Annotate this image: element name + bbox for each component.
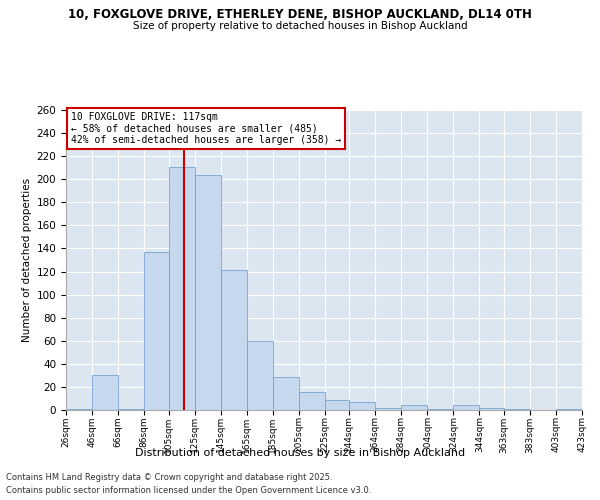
Bar xyxy=(66,409,92,410)
Bar xyxy=(401,406,427,410)
Text: Contains public sector information licensed under the Open Government Licence v3: Contains public sector information licen… xyxy=(6,486,371,495)
Bar xyxy=(454,406,479,410)
Bar xyxy=(247,341,272,410)
Bar xyxy=(169,166,194,410)
Text: Size of property relative to detached houses in Bishop Auckland: Size of property relative to detached ho… xyxy=(133,21,467,31)
Text: 10, FOXGLOVE DRIVE, ETHERLEY DENE, BISHOP AUCKLAND, DL14 0TH: 10, FOXGLOVE DRIVE, ETHERLEY DENE, BISHO… xyxy=(68,8,532,20)
Bar xyxy=(221,270,247,410)
Bar xyxy=(376,408,401,410)
Y-axis label: Number of detached properties: Number of detached properties xyxy=(22,178,32,342)
Text: Distribution of detached houses by size in Bishop Auckland: Distribution of detached houses by size … xyxy=(135,448,465,458)
Bar xyxy=(272,376,299,410)
Text: Contains HM Land Registry data © Crown copyright and database right 2025.: Contains HM Land Registry data © Crown c… xyxy=(6,474,332,482)
Bar xyxy=(325,400,349,410)
Bar xyxy=(118,409,144,410)
Bar xyxy=(349,402,376,410)
Bar xyxy=(144,252,169,410)
Bar xyxy=(556,409,582,410)
Bar xyxy=(427,409,454,410)
Bar xyxy=(504,409,530,410)
Bar xyxy=(299,392,325,410)
Bar xyxy=(479,408,504,410)
Bar xyxy=(92,376,118,410)
Text: 10 FOXGLOVE DRIVE: 117sqm
← 58% of detached houses are smaller (485)
42% of semi: 10 FOXGLOVE DRIVE: 117sqm ← 58% of detac… xyxy=(71,112,341,144)
Bar xyxy=(194,174,221,410)
